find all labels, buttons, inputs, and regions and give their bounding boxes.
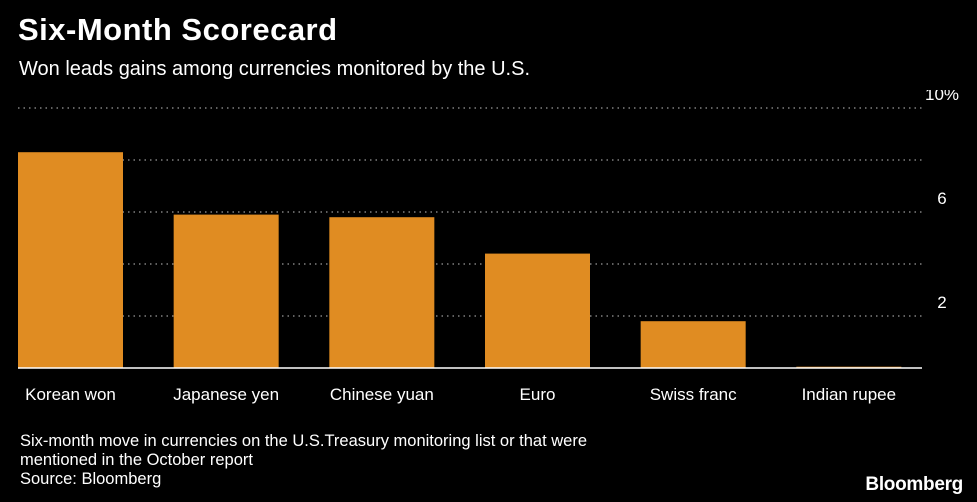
x-category-label: Korean won: [25, 385, 116, 404]
chart-title: Six-Month Scorecard: [18, 12, 338, 47]
bar-chinese-yuan: [329, 217, 435, 368]
x-category-label: Indian rupee: [802, 385, 897, 404]
bar-swiss-franc: [640, 321, 746, 368]
x-category-label: Chinese yuan: [330, 385, 434, 404]
x-category-label: Swiss franc: [650, 385, 737, 404]
bar-chart: 2 6 10% Korean won Japanese yen Chinese yuan E…: [18, 90, 959, 404]
source-line: Source: Bloomberg: [20, 470, 162, 488]
y-tick-label: 10%: [925, 90, 959, 104]
footnote-line-2: mentioned in the October report: [20, 451, 253, 469]
bar-japanese-yen: [173, 214, 279, 368]
bar-euro: [485, 253, 590, 368]
x-category-label: Euro: [520, 385, 556, 404]
chart-footnote: Six-month move in currencies on the U.S.…: [20, 432, 587, 489]
bloomberg-logo: Bloomberg: [865, 474, 963, 495]
x-category-label: Japanese yen: [173, 385, 279, 404]
bar-korean-won: [18, 152, 123, 368]
chart-subtitle: Won leads gains among currencies monitor…: [19, 58, 531, 80]
y-tick-label: 2: [937, 293, 946, 312]
footnote-line-1: Six-month move in currencies on the U.S.…: [20, 432, 588, 450]
y-tick-label: 6: [937, 189, 946, 208]
